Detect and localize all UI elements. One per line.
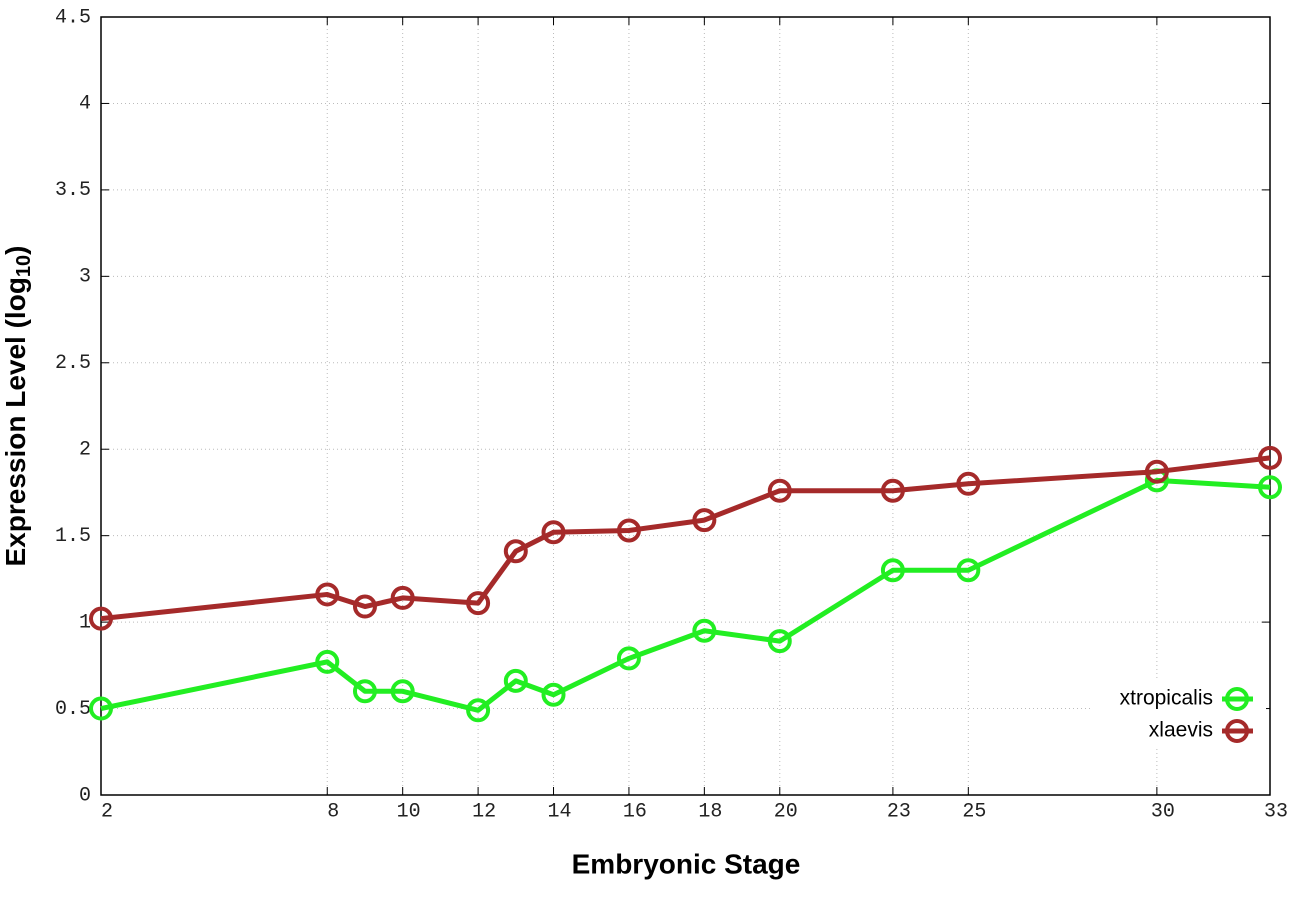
legend-box (1090, 681, 1266, 749)
y-tick-label: 3.5 (55, 179, 91, 202)
data-point (616, 646, 641, 671)
legend-marker (1225, 719, 1249, 743)
data-point (1258, 445, 1282, 470)
data-point (315, 582, 340, 607)
data-point (1258, 475, 1282, 500)
data-point (880, 558, 905, 583)
plot-frame (100, 16, 1271, 796)
data-point (466, 698, 491, 723)
data-point (390, 585, 415, 610)
x-tick-label: 8 (327, 800, 339, 823)
y-tick-label: 4.5 (55, 6, 91, 29)
y-label-text: Expression Level (log (0, 277, 31, 566)
y-tick-label: 0 (79, 784, 91, 807)
x-tick-label: 16 (623, 800, 647, 823)
data-point (767, 629, 792, 654)
data-point (692, 618, 717, 643)
data-point (89, 606, 113, 631)
x-tick-label: 30 (1151, 800, 1175, 823)
x-tick-label: 20 (774, 800, 798, 823)
legend-label: xtropicalis (1120, 687, 1213, 710)
x-tick-label: 18 (698, 800, 722, 823)
data-point (1144, 459, 1169, 484)
x-tick-label: 10 (397, 800, 421, 823)
x-tick-label: 33 (1264, 800, 1288, 823)
y-tick-label: 3 (79, 266, 91, 289)
data-point (466, 591, 491, 616)
data-point (503, 539, 528, 564)
y-label-sub: 10 (13, 255, 35, 277)
y-tick-label: 1 (79, 611, 91, 634)
x-tick-label: 14 (548, 800, 572, 823)
data-point (880, 478, 905, 503)
series-line (100, 477, 1271, 713)
data-point (692, 508, 717, 533)
y-tick-label: 4 (79, 93, 91, 116)
y-label-end: ) (0, 246, 31, 255)
x-tick-label: 23 (887, 800, 911, 823)
y-axis-label: Expression Level (log10) (0, 246, 35, 567)
data-point (767, 478, 792, 503)
data-point (89, 696, 113, 721)
x-tick-label: 25 (962, 800, 986, 823)
data-point (616, 518, 641, 543)
data-point (315, 649, 340, 674)
series-line (100, 455, 1271, 622)
y-tick-label: 2 (79, 439, 91, 462)
y-tick-label: 1.5 (55, 525, 91, 548)
data-point (956, 558, 981, 583)
legend-label: xlaevis (1149, 719, 1213, 742)
x-tick-label: 2 (101, 800, 113, 823)
data-point (541, 520, 566, 545)
y-tick-label: 0.5 (55, 698, 91, 721)
data-point (352, 679, 377, 704)
legend-marker (1225, 687, 1249, 711)
x-tick-label: 12 (472, 800, 496, 823)
data-point (503, 668, 528, 693)
data-point (541, 682, 566, 707)
data-point (956, 471, 981, 496)
data-point (352, 594, 377, 619)
data-point (390, 679, 415, 704)
x-axis-label: Embryonic Stage (572, 848, 801, 879)
y-tick-label: 2.5 (55, 352, 91, 375)
